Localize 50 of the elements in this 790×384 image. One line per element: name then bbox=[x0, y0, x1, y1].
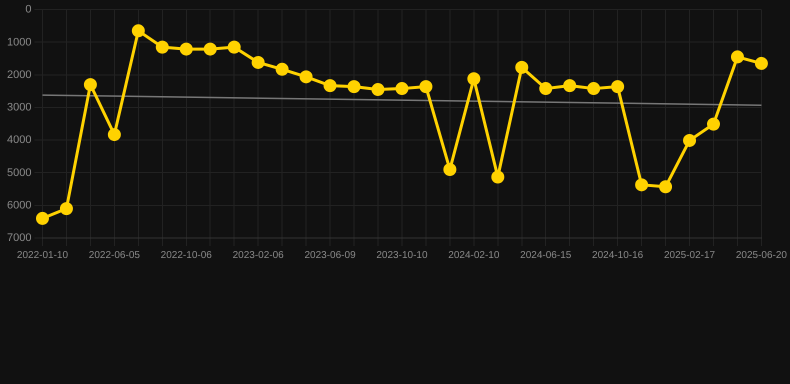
point bbox=[467, 72, 480, 86]
point bbox=[730, 50, 744, 64]
x-tick-label: 2023-10-10 bbox=[376, 250, 428, 261]
x-tick-label: 2023-02-06 bbox=[232, 250, 284, 261]
point bbox=[419, 80, 432, 94]
point bbox=[539, 82, 552, 96]
y-tick-label: 4000 bbox=[6, 134, 32, 146]
y-tick-label: 5000 bbox=[6, 166, 32, 179]
y-tick-label: 1000 bbox=[6, 36, 32, 48]
x-tick-label: 2022-01-10 bbox=[16, 250, 68, 261]
point bbox=[611, 80, 624, 94]
point bbox=[180, 42, 193, 56]
point bbox=[754, 56, 768, 70]
y-tick-label: 6000 bbox=[6, 199, 32, 212]
point bbox=[84, 78, 97, 92]
point bbox=[371, 83, 384, 96]
y-tick-label: 0 bbox=[25, 4, 32, 16]
point bbox=[252, 56, 265, 69]
y-tick-label: 3000 bbox=[6, 102, 32, 114]
x-tick-label: 2025-06-20 bbox=[736, 250, 788, 261]
y-tick-label: 7000 bbox=[6, 232, 32, 244]
point bbox=[60, 202, 73, 216]
x-tick-label: 2022-06-05 bbox=[88, 250, 140, 261]
point bbox=[491, 170, 504, 184]
point bbox=[635, 178, 648, 192]
point bbox=[132, 24, 145, 38]
x-tick-label: 2025-02-17 bbox=[664, 250, 716, 261]
x-tick-label: 2024-06-15 bbox=[520, 250, 572, 261]
point bbox=[36, 212, 49, 225]
point bbox=[443, 162, 456, 176]
point bbox=[706, 118, 720, 131]
point bbox=[683, 134, 696, 147]
x-tick-label: 2024-10-16 bbox=[592, 250, 644, 261]
point bbox=[324, 79, 337, 92]
point bbox=[395, 82, 408, 96]
x-tick-label: 2023-06-09 bbox=[304, 250, 356, 261]
y-tick-label: 2000 bbox=[6, 68, 32, 81]
point bbox=[587, 82, 600, 96]
point bbox=[204, 42, 217, 56]
point bbox=[659, 180, 672, 194]
point bbox=[563, 79, 576, 92]
point bbox=[276, 62, 289, 76]
point bbox=[108, 128, 121, 142]
point bbox=[228, 40, 241, 54]
point bbox=[156, 40, 169, 54]
x-tick-label: 2022-10-06 bbox=[160, 250, 212, 261]
point bbox=[300, 70, 313, 84]
point bbox=[515, 60, 528, 74]
x-tick-label: 2024-02-10 bbox=[448, 250, 500, 261]
point bbox=[348, 80, 361, 94]
